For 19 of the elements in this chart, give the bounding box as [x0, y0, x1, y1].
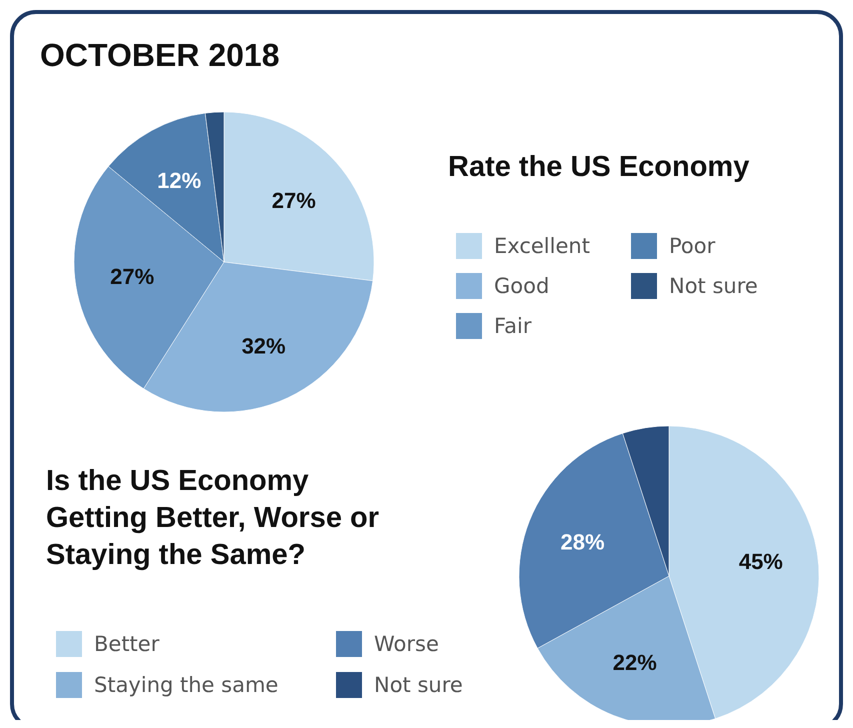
chart-subtitle: OCTOBER 2018 — [40, 37, 280, 73]
legend-label: Not sure — [374, 673, 463, 697]
text: Rate the US Economy — [448, 151, 750, 183]
legend-label: Fair — [494, 314, 532, 338]
legend-label: Worse — [374, 632, 439, 656]
legend-label: Better — [94, 632, 160, 656]
data-label: 45% — [738, 548, 783, 574]
data-label: 12% — [157, 168, 202, 194]
legend-label: Not sure — [669, 274, 758, 298]
data-label: 27% — [110, 264, 154, 290]
data-label: 32% — [242, 334, 286, 359]
legend-label: Good — [494, 274, 550, 298]
legend-label: Excellent — [494, 234, 590, 258]
text: Is the US Economy Getting Better, Worse or Staying the Same? — [46, 465, 380, 571]
data-label: 22% — [612, 650, 657, 675]
legend-label: Poor — [669, 234, 716, 258]
data-label: 28% — [560, 529, 605, 554]
data-label: 27% — [272, 188, 316, 213]
legend-label: Staying the same — [94, 673, 278, 697]
